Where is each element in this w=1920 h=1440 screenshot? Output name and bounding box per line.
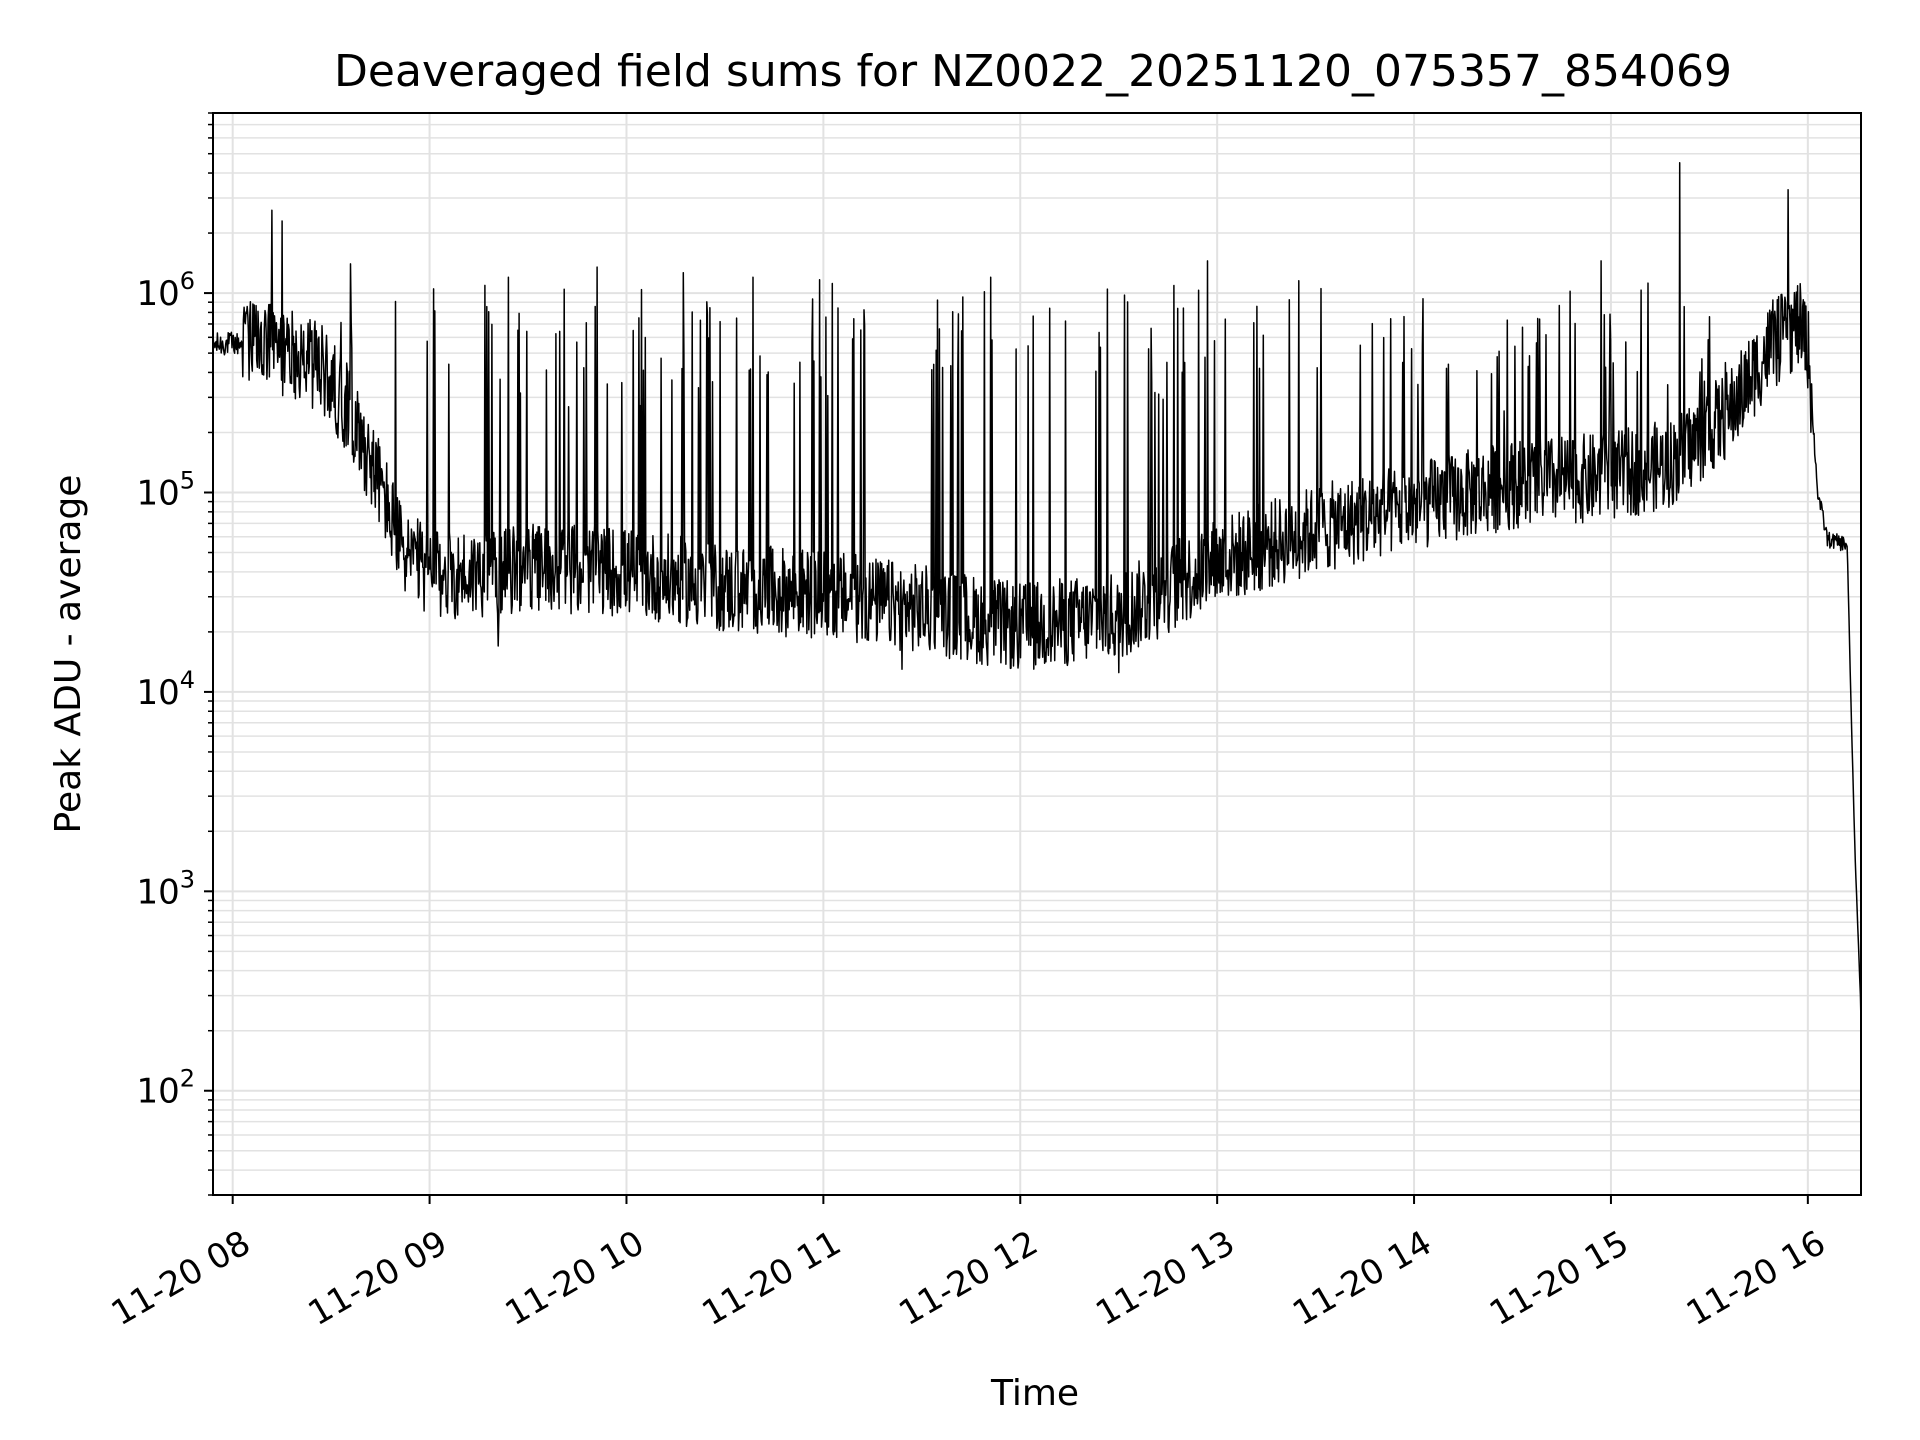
y-axis-label: Peak ADU - average — [48, 475, 89, 834]
y-tick-label: 105 — [136, 466, 195, 513]
y-tick-label: 103 — [136, 865, 195, 912]
grid — [213, 112, 1861, 1196]
axes-frame — [212, 112, 1862, 1196]
y-tick-label: 102 — [136, 1065, 195, 1112]
y-tick-label: 104 — [136, 666, 195, 713]
plot-area — [212, 162, 1862, 1023]
y-axis: 102 103 104 105 106 — [136, 112, 213, 1196]
chart-title: Deaveraged field sums for NZ0022_2025112… — [334, 46, 1732, 97]
x-axis-label: Time — [990, 1373, 1079, 1414]
series-line — [212, 162, 1862, 1023]
y-tick-label: 106 — [136, 267, 195, 314]
